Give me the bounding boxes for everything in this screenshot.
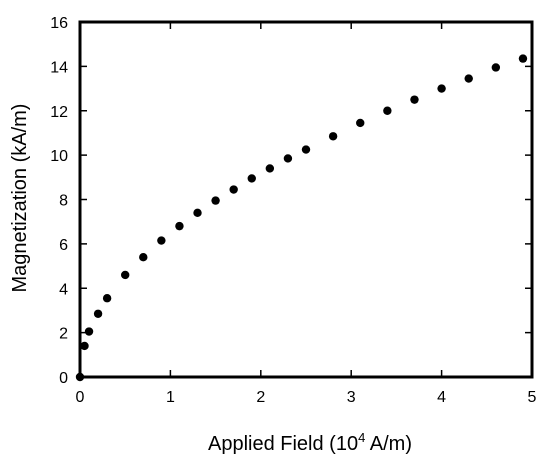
x-tick-label: 4 — [437, 389, 446, 406]
data-point — [328, 132, 338, 141]
data-point — [265, 164, 275, 173]
data-point — [437, 84, 446, 93]
y-tick-label: 16 — [50, 15, 68, 32]
y-axis: 0 2 4 6 8 10 12 14 16 — [50, 15, 532, 387]
data-point — [383, 106, 392, 115]
data-point — [157, 236, 166, 245]
x-axis-title: Applied Field (104 A/m) — [208, 430, 412, 455]
x-tick-label: 5 — [528, 389, 537, 406]
data-point — [518, 54, 528, 63]
data-point — [247, 174, 256, 183]
data-point — [193, 208, 202, 218]
x-tick-label: 1 — [166, 389, 175, 406]
plot-area — [78, 20, 534, 379]
y-axis-title: Magnetization (kA/m) — [9, 104, 31, 293]
data-point — [356, 118, 365, 128]
y-tick-label: 4 — [59, 281, 68, 298]
plot-frame — [78, 20, 534, 379]
x-tick-label: 2 — [256, 389, 265, 406]
data-point — [301, 145, 311, 154]
data-point — [491, 63, 501, 72]
data-point — [283, 154, 293, 163]
x-axis-title-superscript: 4 — [358, 430, 365, 445]
data-point — [102, 294, 112, 303]
y-tick-label: 6 — [59, 237, 68, 254]
y-tick-label: 8 — [59, 193, 68, 210]
y-tick-label: 12 — [50, 104, 68, 121]
x-axis: 0 1 2 3 4 5 — [76, 22, 537, 406]
data-point — [410, 95, 419, 104]
data-series — [75, 54, 528, 382]
x-tick-label: 3 — [347, 389, 356, 406]
x-tick-label: 0 — [76, 389, 85, 406]
data-point — [93, 309, 103, 318]
y-tick-label: 0 — [59, 370, 68, 387]
data-point — [75, 372, 85, 382]
data-point — [175, 221, 184, 231]
y-tick-label: 14 — [50, 59, 68, 76]
data-point — [121, 270, 130, 280]
y-tick-label: 2 — [59, 326, 68, 343]
data-point — [84, 327, 94, 336]
x-axis-title-pre: Applied Field (10 — [208, 433, 358, 455]
data-point — [464, 74, 473, 83]
data-point — [211, 196, 220, 205]
y-tick-label: 10 — [50, 148, 68, 165]
data-point — [80, 341, 89, 351]
data-point — [139, 252, 148, 262]
x-axis-title-post: A/m) — [365, 433, 412, 455]
data-point — [229, 185, 238, 194]
